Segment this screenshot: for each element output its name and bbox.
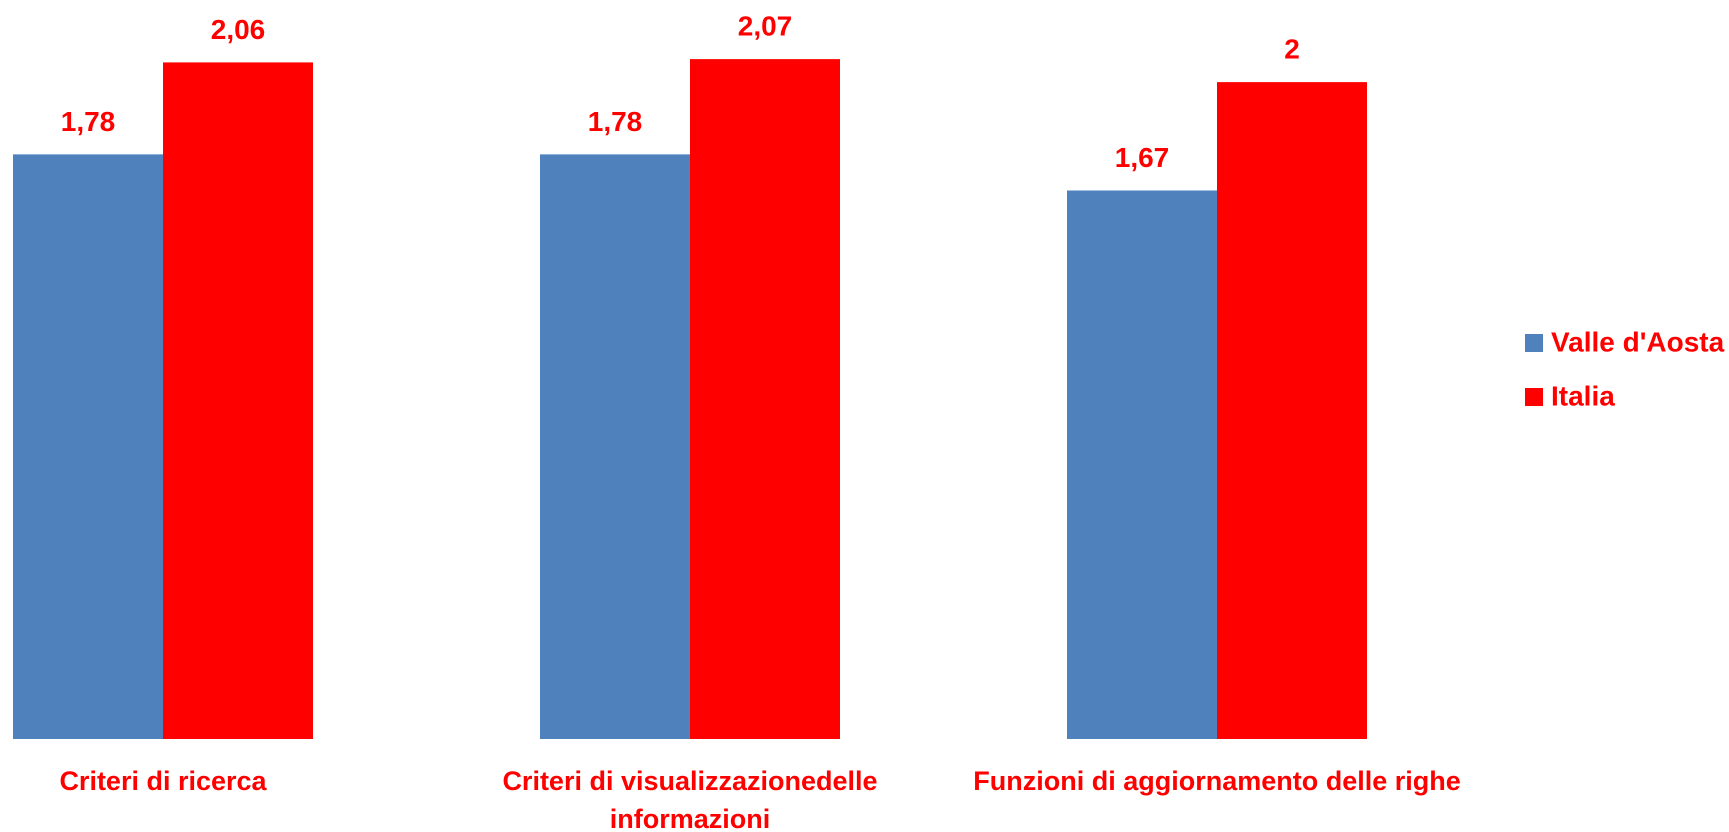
data-label: 2 [1284, 34, 1300, 65]
data-label: 1,78 [588, 106, 643, 137]
legend-swatch [1525, 388, 1543, 406]
data-label: 2,07 [738, 11, 793, 42]
legend-label: Italia [1551, 380, 1615, 411]
bar [540, 154, 690, 739]
data-label: 1,78 [61, 106, 116, 137]
legend-label: Valle d'Aosta [1551, 326, 1725, 357]
data-label: 1,67 [1115, 142, 1170, 173]
bar [690, 59, 840, 740]
x-tick-label: Criteri di ricerca [59, 766, 267, 796]
bar [1217, 82, 1367, 740]
x-tick-label: Criteri di visualizzazionedelle informaz… [502, 766, 878, 832]
x-tick-label: Funzioni di aggiornamento delle righe [973, 766, 1461, 796]
data-label: 2,06 [211, 14, 266, 45]
bar [163, 62, 313, 740]
legend-swatch [1525, 334, 1543, 352]
bar [13, 154, 163, 739]
bar [1067, 190, 1217, 739]
